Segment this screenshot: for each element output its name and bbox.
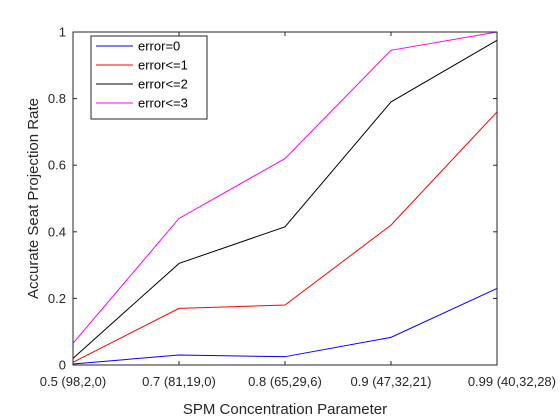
series-line-2 — [72, 111, 498, 363]
x-tick-label: 0.99 (40,32,28) — [468, 374, 556, 389]
legend-label-4: error<=3 — [138, 96, 188, 111]
legend-box — [90, 35, 208, 120]
y-tick-label: 1 — [59, 25, 66, 40]
y-tick-label: 0.4 — [48, 224, 66, 239]
y-tick-label: 0.6 — [48, 158, 66, 173]
series-layer — [72, 31, 498, 365]
y-tick-label: 0 — [59, 358, 66, 373]
x-tick-label: 0.7 (81,19,0) — [142, 374, 216, 389]
axes-layer — [72, 31, 498, 366]
x-tick-label: 0.5 (98,2,0) — [40, 374, 107, 389]
y-tick-label: 0.2 — [48, 291, 66, 306]
legend-label-3: error<=2 — [138, 77, 188, 92]
x-tick-label: 0.9 (47,32,21) — [351, 374, 432, 389]
x-tick-labels: 0.5 (98,2,0) 0.7 (81,19,0) 0.8 (65,29,6) 0.… — [40, 374, 556, 389]
series-line-3 — [72, 39, 498, 359]
legend-label-2: error<=1 — [138, 58, 188, 73]
series-line-1 — [72, 287, 498, 365]
x-tick-label: 0.8 (65,29,6) — [248, 374, 322, 389]
x-axis-title: SPM Concentration Parameter — [183, 401, 387, 418]
y-axis-title: Accurate Seat Projection Rate — [25, 98, 42, 299]
y-tick-label: 0.8 — [48, 91, 66, 106]
legend: error=0 error<=1 error<=2 error<=3 — [90, 35, 208, 120]
series-line-4 — [72, 31, 498, 344]
legend-label-1: error=0 — [138, 39, 180, 54]
y-tick-labels: 0 0.2 0.4 0.6 0.8 1 — [48, 25, 66, 373]
